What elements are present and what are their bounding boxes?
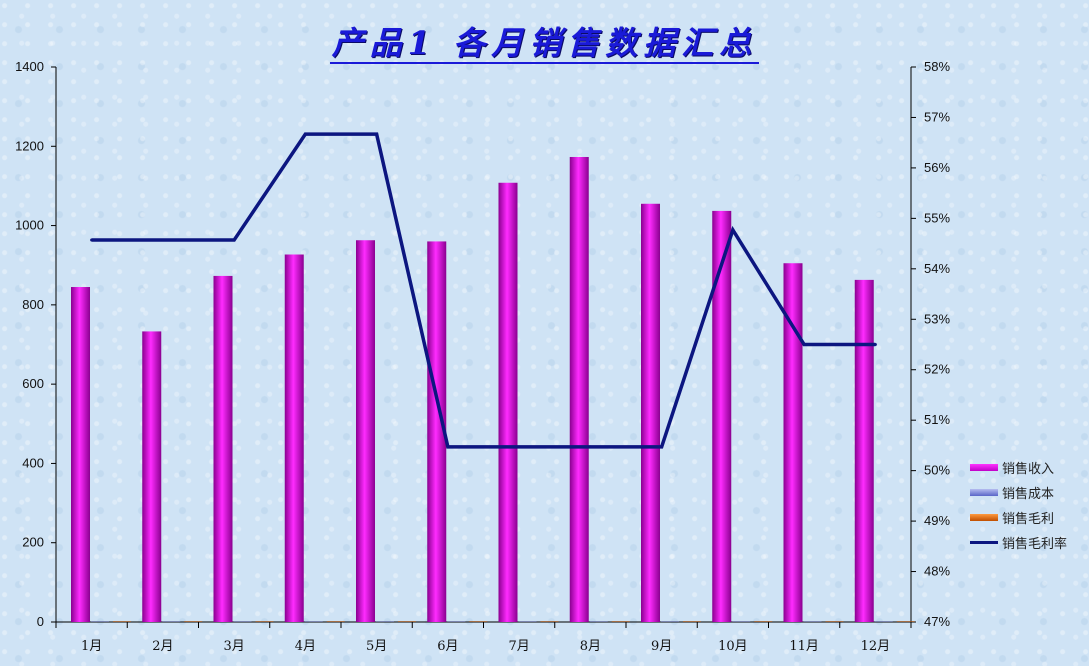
legend-label-revenue: 销售收入 (1002, 462, 1055, 477)
y2-tick-label: 52% (924, 362, 950, 377)
legend: 销售收入 销售成本 销售毛利 销售毛利率 (970, 455, 1067, 555)
legend-swatch-profit (970, 514, 998, 521)
legend-swatch-revenue (970, 464, 998, 471)
y-tick-label: 800 (22, 297, 44, 312)
y2-tick-label: 50% (924, 463, 950, 478)
line-point-margin (731, 228, 735, 232)
legend-item-cost: 销售成本 (970, 480, 1067, 505)
bar-profit (113, 621, 131, 622)
y-tick-label: 1400 (15, 59, 44, 74)
x-tick-label: 9月 (651, 639, 672, 654)
line-margin (91, 132, 876, 449)
bar-revenue (213, 275, 233, 622)
line-point-margin (446, 445, 450, 449)
bar-cost (447, 621, 466, 622)
y-tick-label: 600 (22, 376, 44, 391)
bar-cost (589, 621, 608, 622)
legend-swatch-cost (970, 489, 998, 496)
y-tick-label: 1200 (15, 138, 44, 153)
y2-tick-label: 58% (924, 59, 950, 74)
legend-label-margin: 销售毛利率 (1002, 537, 1068, 552)
bar-profit (754, 621, 773, 622)
x-tick-label: 5月 (366, 639, 387, 654)
bar-revenue (641, 203, 660, 622)
x-tick-label: 10月 (718, 639, 748, 654)
bar-cost (304, 621, 323, 622)
x-tick-label: 7月 (508, 639, 529, 654)
x-tick-label: 2月 (152, 639, 173, 654)
x-tick-label: 3月 (223, 639, 244, 654)
line-point-margin (375, 132, 379, 136)
legend-item-revenue: 销售收入 (970, 455, 1067, 480)
bar-cost (518, 621, 537, 622)
bar-profit (255, 621, 274, 622)
legend-label-cost: 销售成本 (1002, 487, 1055, 502)
x-tick-label: 8月 (580, 639, 601, 654)
line-point-margin (660, 445, 664, 449)
bar-cost (162, 621, 181, 622)
bar-revenue (783, 263, 803, 622)
chart-title: 产品1 各月销售数据汇总 (329, 24, 760, 64)
legend-label-profit: 销售毛利 (1002, 512, 1055, 527)
legend-item-margin: 销售毛利率 (970, 530, 1067, 555)
legend-item-profit: 销售毛利 (970, 505, 1067, 530)
bar-profit (683, 621, 701, 622)
y2-tick-label: 51% (924, 412, 950, 427)
y-tick-label: 400 (22, 455, 44, 470)
y2-tick-label: 49% (924, 513, 950, 528)
x-tick-label: 11月 (789, 639, 819, 654)
line-point-margin (303, 132, 307, 136)
line-point-margin (517, 445, 521, 449)
x-tick-label: 12月 (861, 639, 891, 654)
bar-revenue (284, 254, 304, 622)
bar-cost (376, 621, 394, 622)
bar-cost (803, 621, 822, 622)
line-point-margin (873, 343, 877, 346)
bar-cost (233, 621, 252, 622)
bar-revenue (142, 331, 162, 622)
y2-tick-label: 55% (924, 210, 950, 225)
bar-cost (732, 621, 751, 622)
x-tick-label: 4月 (295, 639, 316, 654)
line-point-margin (161, 238, 165, 242)
bar-cost (91, 621, 109, 622)
bar-revenue (569, 156, 589, 622)
x-tick-label: 1月 (81, 639, 102, 654)
bar-profit (469, 621, 488, 622)
bar-revenue (498, 182, 518, 622)
line-point-margin (232, 238, 236, 242)
bar-cost (874, 621, 893, 622)
bar-profit (896, 621, 915, 622)
bar-profit (184, 621, 203, 622)
bar-profit (326, 621, 345, 622)
x-tick-label: 6月 (437, 639, 458, 654)
y2-tick-label: 53% (924, 311, 950, 326)
bar-profit (825, 621, 844, 622)
line-point-margin (90, 238, 94, 242)
bar-profit (540, 621, 559, 622)
bar-revenue (712, 210, 732, 622)
y2-tick-label: 56% (924, 160, 950, 175)
y-tick-label: 1000 (15, 218, 44, 233)
y2-tick-label: 47% (924, 614, 950, 629)
y-tick-label: 200 (22, 535, 44, 550)
y2-tick-label: 57% (924, 109, 950, 124)
bar-profit (398, 621, 416, 622)
bar-revenue (854, 279, 874, 622)
bar-revenue (356, 240, 375, 622)
line-point-margin (802, 343, 806, 346)
bar-revenue (71, 287, 90, 622)
y2-tick-label: 48% (924, 564, 950, 579)
y-tick-label: 0 (37, 614, 44, 629)
bar-profit (611, 621, 630, 622)
bar-cost (661, 621, 679, 622)
bar-revenue (427, 241, 447, 622)
legend-line-margin (970, 541, 998, 544)
y2-tick-label: 54% (924, 261, 950, 276)
line-point-margin (588, 445, 592, 449)
